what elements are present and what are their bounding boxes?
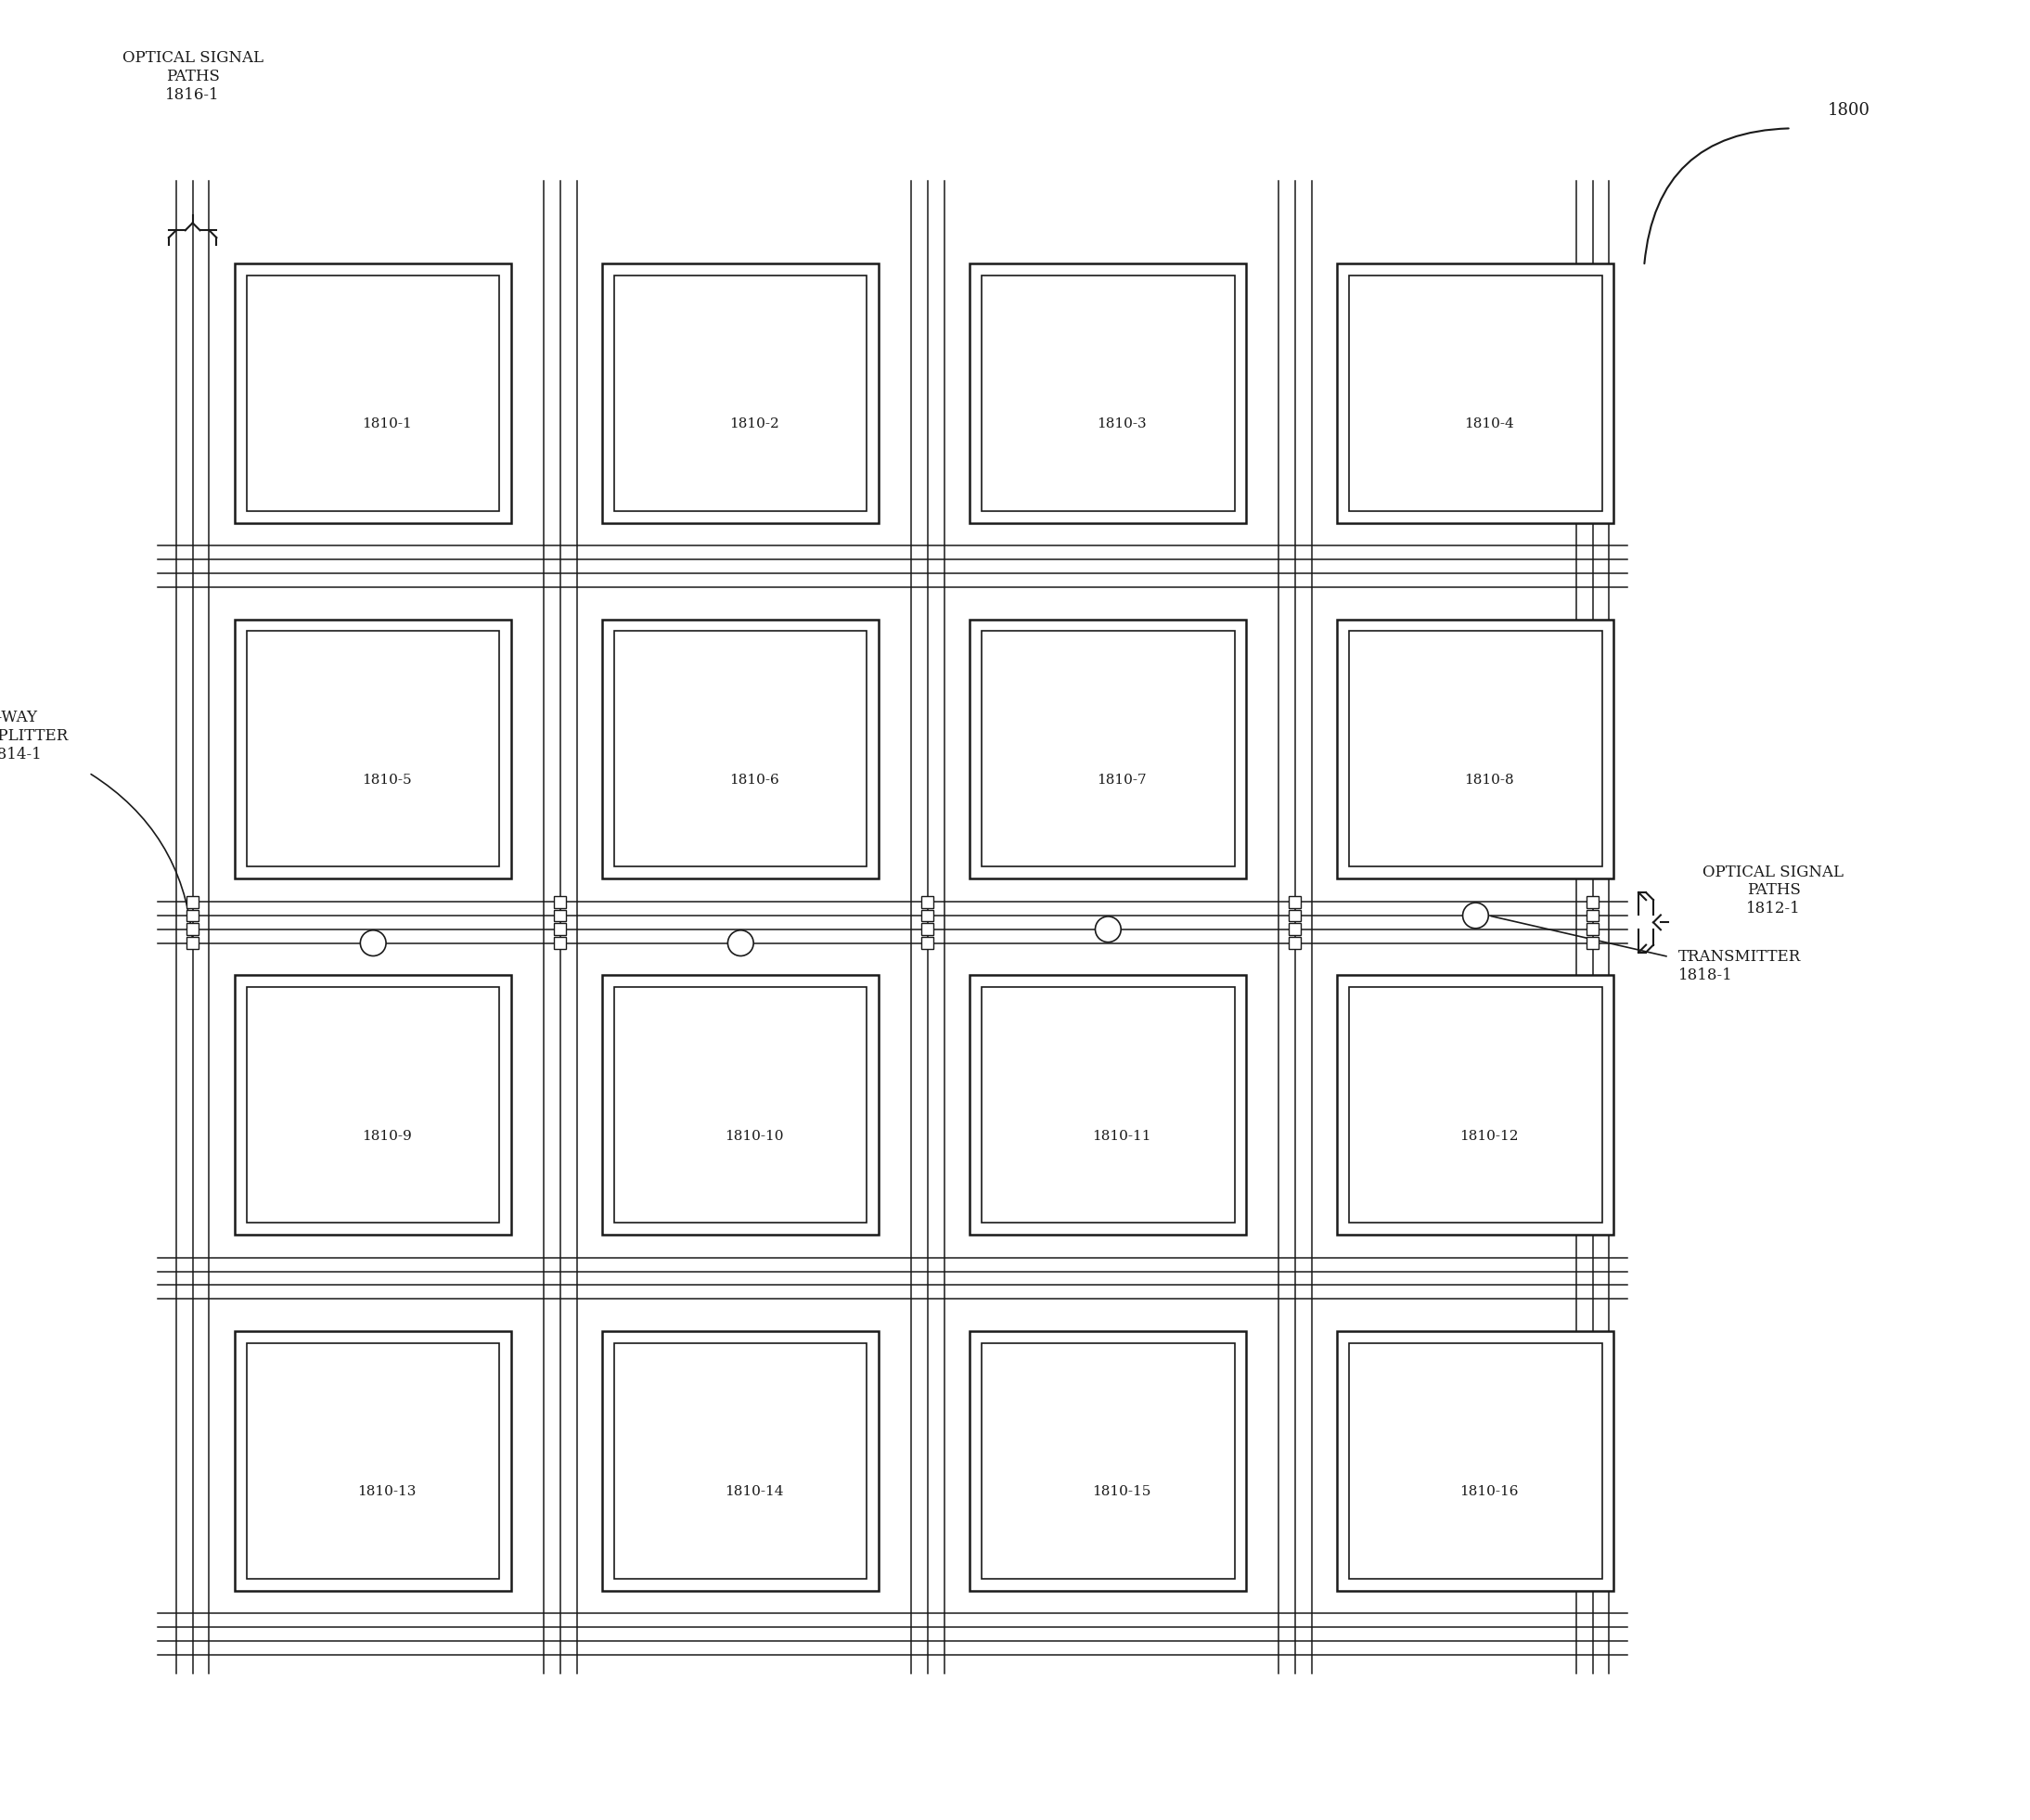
Bar <box>235 264 512 522</box>
Text: 1810-1: 1810-1 <box>361 419 412 431</box>
Circle shape <box>1096 917 1121 943</box>
Bar <box>187 895 199 908</box>
Bar <box>1587 923 1600 935</box>
Text: 1810-4: 1810-4 <box>1464 419 1514 431</box>
Text: 1810-2: 1810-2 <box>729 419 780 431</box>
Bar <box>922 937 934 948</box>
Bar <box>235 976 512 1234</box>
Bar <box>1350 986 1602 1223</box>
Bar <box>1587 937 1600 948</box>
Bar <box>1350 632 1602 866</box>
Bar <box>1289 895 1301 908</box>
Bar <box>922 923 934 935</box>
Bar <box>1350 1343 1602 1578</box>
Bar <box>248 1343 499 1578</box>
Text: 1810-10: 1810-10 <box>725 1130 784 1143</box>
Bar <box>554 895 566 908</box>
Text: 1810-15: 1810-15 <box>1092 1485 1151 1498</box>
Text: 1810-7: 1810-7 <box>1096 774 1147 786</box>
Text: 1810-5: 1810-5 <box>361 774 412 786</box>
Text: 1810-11: 1810-11 <box>1092 1130 1151 1143</box>
Text: 1810-12: 1810-12 <box>1460 1130 1518 1143</box>
Text: 1800: 1800 <box>1827 102 1870 118</box>
Text: OPTICAL SIGNAL
PATHS
1816-1: OPTICAL SIGNAL PATHS 1816-1 <box>122 51 264 102</box>
Text: 1810-16: 1810-16 <box>1460 1485 1518 1498</box>
Bar <box>235 1330 512 1591</box>
Bar <box>1350 275 1602 511</box>
Bar <box>603 619 879 879</box>
Bar <box>554 910 566 921</box>
Bar <box>983 275 1234 511</box>
Circle shape <box>729 930 753 956</box>
Text: 1810-6: 1810-6 <box>729 774 780 786</box>
Bar <box>1338 619 1614 879</box>
Bar <box>554 923 566 935</box>
Bar <box>1587 895 1600 908</box>
Bar <box>970 264 1246 522</box>
Bar <box>615 632 867 866</box>
Text: 1810-13: 1810-13 <box>357 1485 416 1498</box>
Bar <box>970 976 1246 1234</box>
Bar <box>1289 937 1301 948</box>
Text: 1810-3: 1810-3 <box>1096 419 1147 431</box>
Bar <box>615 986 867 1223</box>
Bar <box>970 619 1246 879</box>
Bar <box>1338 264 1614 522</box>
Circle shape <box>359 930 386 956</box>
Bar <box>248 275 499 511</box>
Bar <box>1338 976 1614 1234</box>
Bar <box>922 910 934 921</box>
Bar <box>983 632 1234 866</box>
Bar <box>235 619 512 879</box>
Bar <box>1289 910 1301 921</box>
Bar <box>603 264 879 522</box>
Bar <box>248 632 499 866</box>
Bar <box>983 986 1234 1223</box>
Text: TRANSMITTER
1818-1: TRANSMITTER 1818-1 <box>1679 948 1801 983</box>
Text: 1810-8: 1810-8 <box>1464 774 1514 786</box>
Bar <box>187 910 199 921</box>
Bar <box>1289 923 1301 935</box>
Bar <box>970 1330 1246 1591</box>
Bar <box>615 275 867 511</box>
Bar <box>603 976 879 1234</box>
Text: OPTICAL SIGNAL
PATHS
1812-1: OPTICAL SIGNAL PATHS 1812-1 <box>1703 864 1843 915</box>
Bar <box>922 895 934 908</box>
Bar <box>983 1343 1234 1578</box>
Bar <box>603 1330 879 1591</box>
Bar <box>187 923 199 935</box>
Bar <box>554 937 566 948</box>
Text: 3-WAY
SPLITTER
1814-1: 3-WAY SPLITTER 1814-1 <box>0 710 69 763</box>
Bar <box>248 986 499 1223</box>
Circle shape <box>1464 903 1488 928</box>
Bar <box>1587 910 1600 921</box>
Text: 1810-9: 1810-9 <box>361 1130 412 1143</box>
Bar <box>615 1343 867 1578</box>
Bar <box>1338 1330 1614 1591</box>
Text: 1810-14: 1810-14 <box>725 1485 784 1498</box>
Bar <box>187 937 199 948</box>
